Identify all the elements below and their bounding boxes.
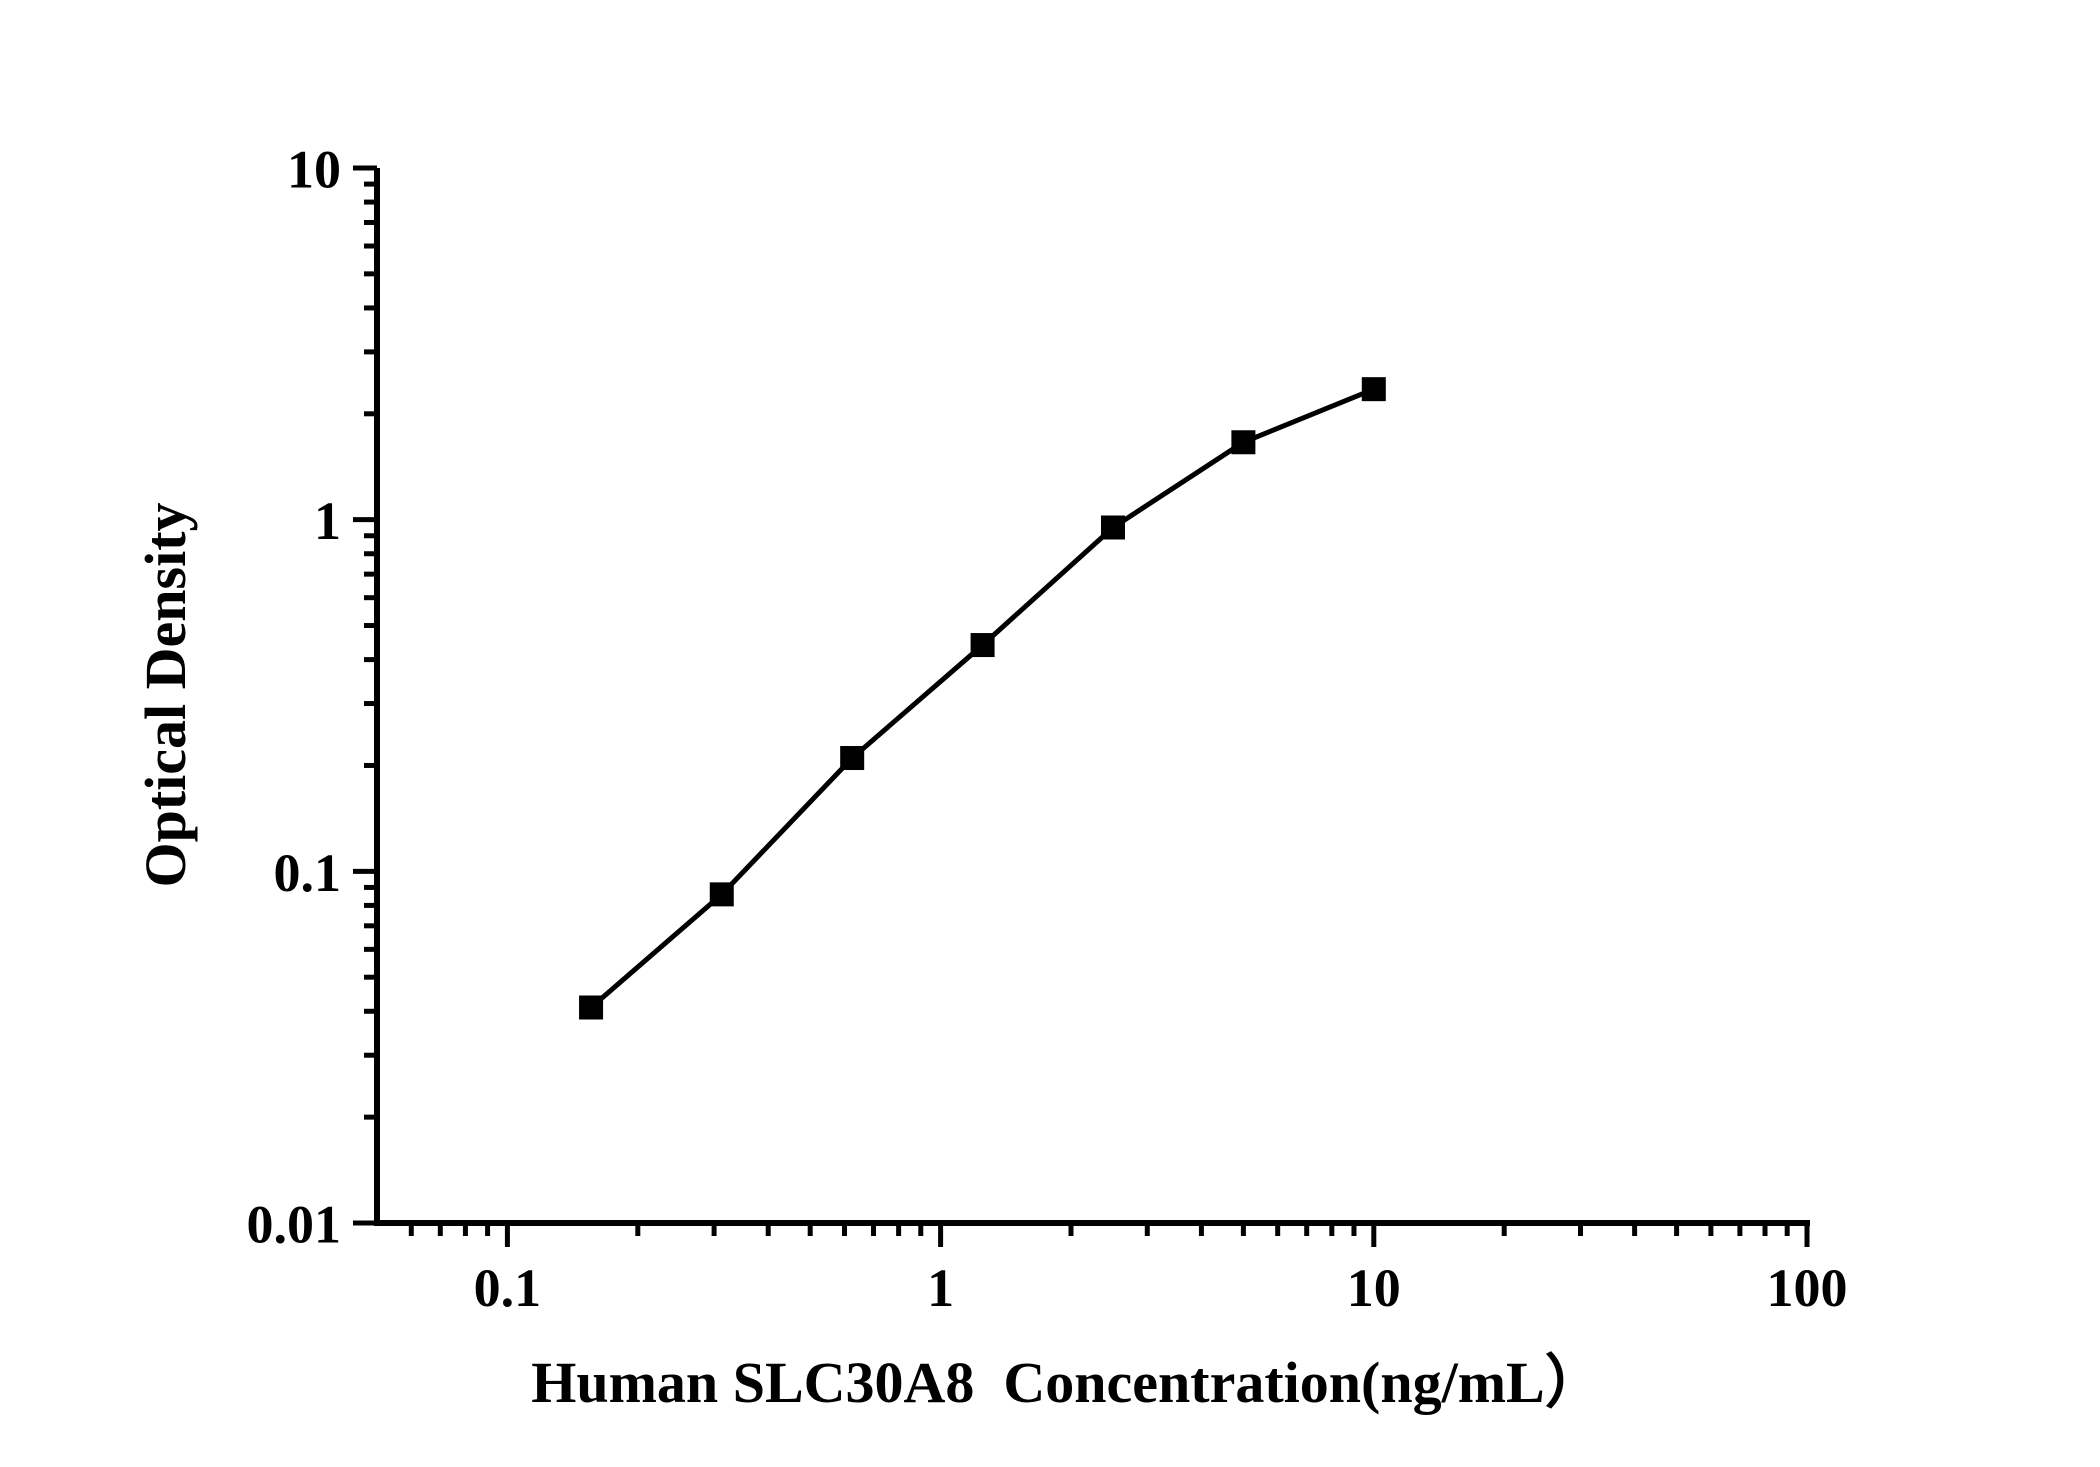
x-tick-label: 10 bbox=[1347, 1258, 1401, 1318]
x-axis-tick-labels: 0.1 1 10 100 bbox=[474, 1258, 1848, 1318]
y-tick-label: 10 bbox=[287, 139, 341, 199]
y-axis-ticks bbox=[353, 165, 377, 1226]
y-tick-label: 1 bbox=[314, 491, 341, 551]
data-point bbox=[970, 633, 995, 658]
axes bbox=[374, 168, 1810, 1226]
y-axis-tick-labels: 0.01 0.1 1 10 bbox=[247, 139, 342, 1254]
data-point bbox=[1100, 515, 1125, 540]
data-point bbox=[1361, 377, 1386, 402]
x-tick-label: 100 bbox=[1767, 1258, 1848, 1318]
x-tick-label: 0.1 bbox=[474, 1258, 542, 1318]
x-tick-label: 1 bbox=[927, 1258, 954, 1318]
data-point bbox=[709, 882, 734, 907]
y-axis-title: Optical Density bbox=[133, 502, 198, 887]
data-point-markers bbox=[579, 377, 1386, 1020]
x-axis-ticks bbox=[408, 1223, 1810, 1247]
y-tick-label: 0.01 bbox=[247, 1194, 342, 1254]
data-point bbox=[579, 995, 604, 1020]
y-tick-label: 0.1 bbox=[274, 843, 342, 903]
standard-curve-line bbox=[589, 386, 1375, 1010]
data-point bbox=[1231, 430, 1256, 455]
x-axis-title: Human SLC30A8 Concentration(ng/mL） bbox=[531, 1350, 1602, 1415]
data-series bbox=[579, 377, 1386, 1020]
data-point bbox=[840, 746, 865, 771]
